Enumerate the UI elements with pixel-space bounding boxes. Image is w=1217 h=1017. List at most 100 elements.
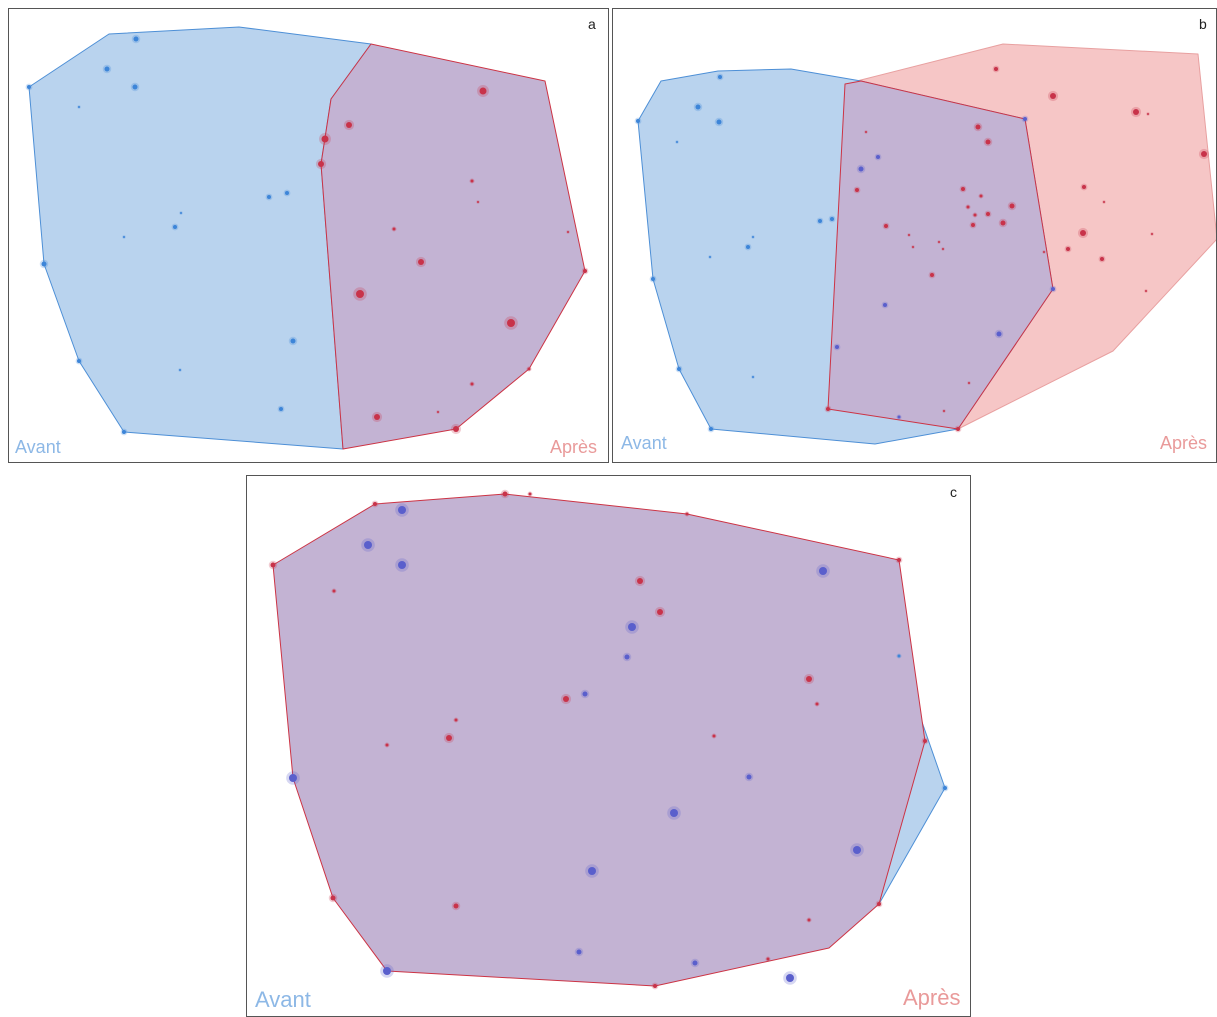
point-a-avant-14 xyxy=(279,407,283,411)
point-a-apres-19 xyxy=(318,161,324,167)
point-b-apres-38 xyxy=(971,223,975,227)
avant-label-a: Avant xyxy=(15,437,61,457)
point-b-avant-6 xyxy=(830,217,834,221)
point-c-both-7 xyxy=(289,774,297,782)
point-a-avant-7 xyxy=(173,225,177,229)
panel-b-plot xyxy=(634,43,1216,445)
point-a-avant-11 xyxy=(290,338,296,344)
point-b-avant-7 xyxy=(746,245,750,249)
point-b-apres-42 xyxy=(912,246,914,248)
panel-a: a Avant Après xyxy=(8,8,609,463)
point-b-avant-5 xyxy=(818,219,822,223)
point-b-apres-33 xyxy=(1009,203,1015,209)
point-b-apres-34 xyxy=(966,205,970,209)
point-c-both-11 xyxy=(588,867,596,875)
point-c-both-6 xyxy=(582,691,588,697)
point-c-avant-16 xyxy=(943,786,947,790)
point-b-avant-3 xyxy=(636,119,640,123)
point-c-both-15 xyxy=(383,967,391,975)
point-c-apres-29 xyxy=(815,702,819,706)
point-b-apres-41 xyxy=(938,241,940,243)
point-a-apres-20 xyxy=(470,179,474,183)
point-c-apres-25 xyxy=(637,578,643,584)
point-c-both-4 xyxy=(628,623,636,631)
point-b-apres-50 xyxy=(930,273,934,277)
point-a-avant-10 xyxy=(41,261,47,267)
point-b-both-19 xyxy=(897,415,901,419)
point-b-apres-39 xyxy=(884,224,888,228)
point-a-apres-17 xyxy=(346,122,352,128)
point-c-apres-22 xyxy=(897,558,901,562)
point-a-avant-4 xyxy=(27,85,31,89)
panel-c: c Avant Après xyxy=(246,475,971,1017)
point-b-apres-54 xyxy=(943,410,945,412)
point-b-apres-22 xyxy=(994,67,998,71)
point-b-apres-25 xyxy=(1147,113,1149,115)
point-b-avant-13 xyxy=(709,427,713,431)
point-c-apres-34 xyxy=(923,739,927,743)
point-b-apres-48 xyxy=(1100,257,1104,261)
point-b-apres-52 xyxy=(1145,290,1147,292)
point-b-apres-55 xyxy=(826,407,830,411)
point-a-apres-30 xyxy=(374,414,380,420)
point-a-apres-22 xyxy=(392,227,396,231)
point-b-avant-1 xyxy=(695,104,701,110)
point-b-apres-53 xyxy=(968,382,970,384)
point-b-apres-23 xyxy=(1050,93,1056,99)
point-a-avant-8 xyxy=(180,212,182,214)
point-a-apres-31 xyxy=(437,411,439,413)
panel-b: b Avant Après xyxy=(612,8,1217,463)
point-a-apres-23 xyxy=(418,259,424,265)
point-b-both-14 xyxy=(858,166,864,172)
point-a-avant-2 xyxy=(132,84,138,90)
point-b-both-21 xyxy=(1051,287,1055,291)
point-a-avant-5 xyxy=(267,195,271,199)
point-c-both-3 xyxy=(819,567,827,575)
point-a-apres-27 xyxy=(507,319,515,327)
point-b-apres-29 xyxy=(865,131,867,133)
point-a-apres-26 xyxy=(583,269,587,273)
panel-letter-a: a xyxy=(588,16,596,32)
point-c-both-10 xyxy=(853,846,861,854)
point-b-apres-28 xyxy=(985,139,991,145)
point-c-apres-32 xyxy=(385,743,389,747)
apres-label-b: Après xyxy=(1160,433,1208,453)
point-b-apres-36 xyxy=(986,212,990,216)
point-b-avant-8 xyxy=(752,236,754,238)
point-c-avant-17 xyxy=(897,654,901,658)
point-b-avant-11 xyxy=(677,367,681,371)
point-a-avant-0 xyxy=(133,36,139,42)
point-c-both-1 xyxy=(364,541,372,549)
point-b-apres-49 xyxy=(1151,233,1153,235)
apres-label-a: Après xyxy=(550,437,598,457)
panel-letter-b: b xyxy=(1199,16,1207,32)
point-b-both-17 xyxy=(835,345,839,349)
point-b-apres-45 xyxy=(1103,201,1105,203)
point-b-apres-31 xyxy=(961,187,965,191)
point-b-apres-40 xyxy=(908,234,910,236)
point-a-apres-28 xyxy=(470,382,474,386)
point-b-both-16 xyxy=(883,303,887,307)
point-b-apres-44 xyxy=(1082,185,1086,189)
point-c-apres-30 xyxy=(454,718,458,722)
point-c-apres-28 xyxy=(806,676,812,682)
point-a-apres-18 xyxy=(321,135,329,143)
point-c-apres-23 xyxy=(270,562,276,568)
point-c-apres-36 xyxy=(453,903,459,909)
point-a-avant-1 xyxy=(104,66,110,72)
avant-label-c: Avant xyxy=(255,987,311,1012)
point-c-apres-40 xyxy=(653,984,657,988)
point-b-both-20 xyxy=(1023,117,1027,121)
point-c-both-0 xyxy=(398,506,406,514)
point-b-apres-26 xyxy=(1201,151,1207,157)
apres-hull-a xyxy=(320,43,586,450)
point-b-apres-30 xyxy=(855,188,859,192)
point-c-both-5 xyxy=(624,654,630,660)
point-b-avant-12 xyxy=(752,376,754,378)
point-c-apres-33 xyxy=(712,734,716,738)
point-b-apres-27 xyxy=(975,124,981,130)
point-a-avant-13 xyxy=(77,359,81,363)
point-c-apres-26 xyxy=(657,609,663,615)
point-c-apres-24 xyxy=(332,589,336,593)
point-c-both-14 xyxy=(786,974,794,982)
